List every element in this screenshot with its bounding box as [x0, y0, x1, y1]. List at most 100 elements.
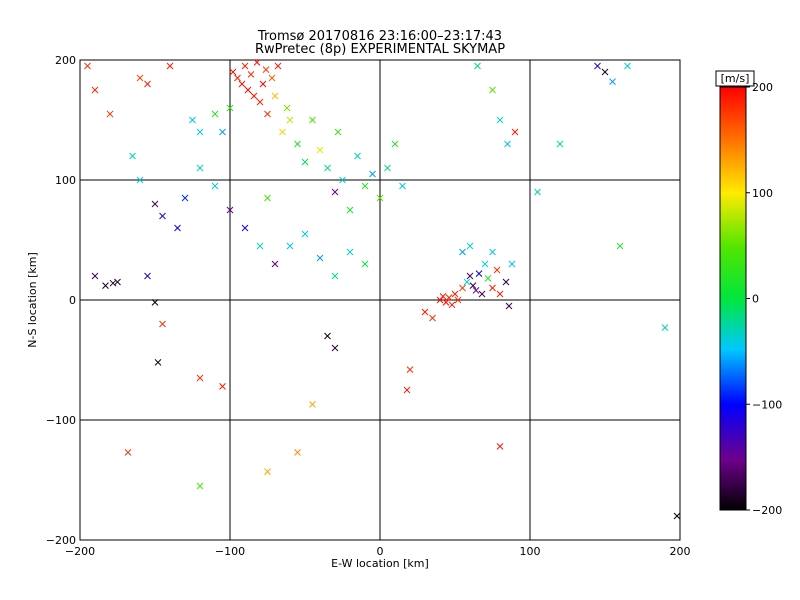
data-point: [268, 74, 276, 82]
data-point: [361, 182, 369, 190]
data-point: [144, 272, 151, 280]
colorbar: 200 100 0 −100 −200: [715, 70, 782, 517]
y-tick-label: 200: [55, 54, 76, 67]
data-point: [346, 248, 354, 256]
data-point: [286, 242, 294, 250]
data-point: [106, 110, 114, 118]
data-point: [274, 62, 282, 70]
y-tick-label: −100: [46, 414, 76, 427]
x-tick-label: 100: [520, 545, 541, 558]
data-point: [196, 482, 204, 490]
data-point: [211, 182, 219, 190]
x-axis-label: E-W location [km]: [331, 557, 429, 570]
data-point: [271, 92, 279, 100]
data-point: [286, 116, 294, 124]
data-point: [421, 308, 429, 316]
colorbar-tick-label: 100: [752, 187, 773, 200]
data-point: [489, 86, 496, 94]
data-point: [324, 164, 331, 172]
data-point: [253, 59, 261, 66]
data-point: [502, 278, 510, 286]
data-point: [144, 80, 151, 88]
data-point: [309, 116, 316, 124]
x-tick-label: 0: [377, 545, 384, 558]
data-point: [331, 188, 339, 196]
data-point: [399, 182, 406, 190]
data-point: [84, 62, 91, 70]
data-point: [189, 116, 196, 124]
data-point: [196, 164, 204, 172]
data-point: [250, 92, 258, 100]
data-point: [283, 104, 291, 112]
data-point: [262, 66, 270, 73]
data-point: [448, 301, 456, 309]
data-point: [301, 230, 309, 238]
plot-area: [79, 59, 681, 541]
data-point: [234, 74, 241, 82]
y-tick-label: 100: [55, 174, 76, 187]
data-point: [264, 194, 271, 202]
y-tick-label: −200: [46, 534, 76, 547]
data-point: [244, 86, 252, 94]
data-point: [136, 176, 144, 184]
data-point: [264, 110, 271, 118]
data-point: [247, 71, 255, 78]
data-point: [339, 176, 346, 184]
data-point: [361, 260, 369, 268]
x-tick-label: −200: [65, 545, 95, 558]
data-point: [459, 284, 466, 292]
colorbar-gradient: [719, 86, 747, 511]
data-point: [196, 374, 204, 382]
data-point: [481, 260, 489, 268]
data-point: [475, 270, 483, 277]
y-tick-label: 0: [69, 294, 76, 307]
data-point: [403, 386, 411, 394]
colorbar-label-box: [715, 70, 755, 87]
data-point: [211, 110, 219, 118]
data-point: [466, 272, 474, 280]
data-point: [241, 62, 249, 70]
data-point: [174, 224, 181, 232]
data-point: [229, 68, 237, 76]
colorbar-tick-label: 200: [752, 81, 773, 94]
data-point: [391, 140, 399, 148]
x-tick-label: 200: [670, 545, 691, 558]
data-point: [474, 62, 481, 70]
data-point: [354, 152, 361, 160]
data-point: [196, 128, 204, 136]
data-point: [91, 272, 99, 280]
data-point: [376, 194, 384, 202]
data-point: [451, 290, 459, 298]
colorbar-label: [m/s]: [721, 72, 750, 85]
data-point: [331, 272, 339, 280]
data-point: [384, 164, 391, 172]
data-point: [511, 128, 519, 136]
colorbar-tick-label: 0: [752, 293, 759, 306]
data-point: [181, 194, 189, 202]
data-point: [151, 299, 159, 306]
data-point: [508, 260, 516, 268]
data-point: [334, 128, 342, 136]
y-axis-label: N-S location [km]: [26, 252, 39, 348]
data-point: [102, 282, 109, 289]
data-point: [496, 116, 504, 124]
data-point: [301, 158, 309, 166]
data-point: [493, 266, 501, 274]
data-point: [594, 62, 601, 70]
data-point: [238, 80, 246, 88]
data-point: [226, 104, 234, 112]
axes-layer: −200 −100 0 100 200 −200 −100 0 100 200: [46, 54, 691, 558]
data-point: [463, 278, 471, 286]
data-point: [466, 242, 474, 250]
data-point: [226, 206, 234, 214]
data-point: [346, 206, 354, 214]
data-point: [129, 152, 136, 160]
data-point: [616, 242, 624, 250]
data-point: [673, 512, 681, 520]
data-point: [478, 290, 486, 298]
data-point: [136, 74, 144, 82]
data-point: [154, 359, 162, 366]
data-point: [484, 275, 492, 282]
data-point: [496, 290, 504, 298]
